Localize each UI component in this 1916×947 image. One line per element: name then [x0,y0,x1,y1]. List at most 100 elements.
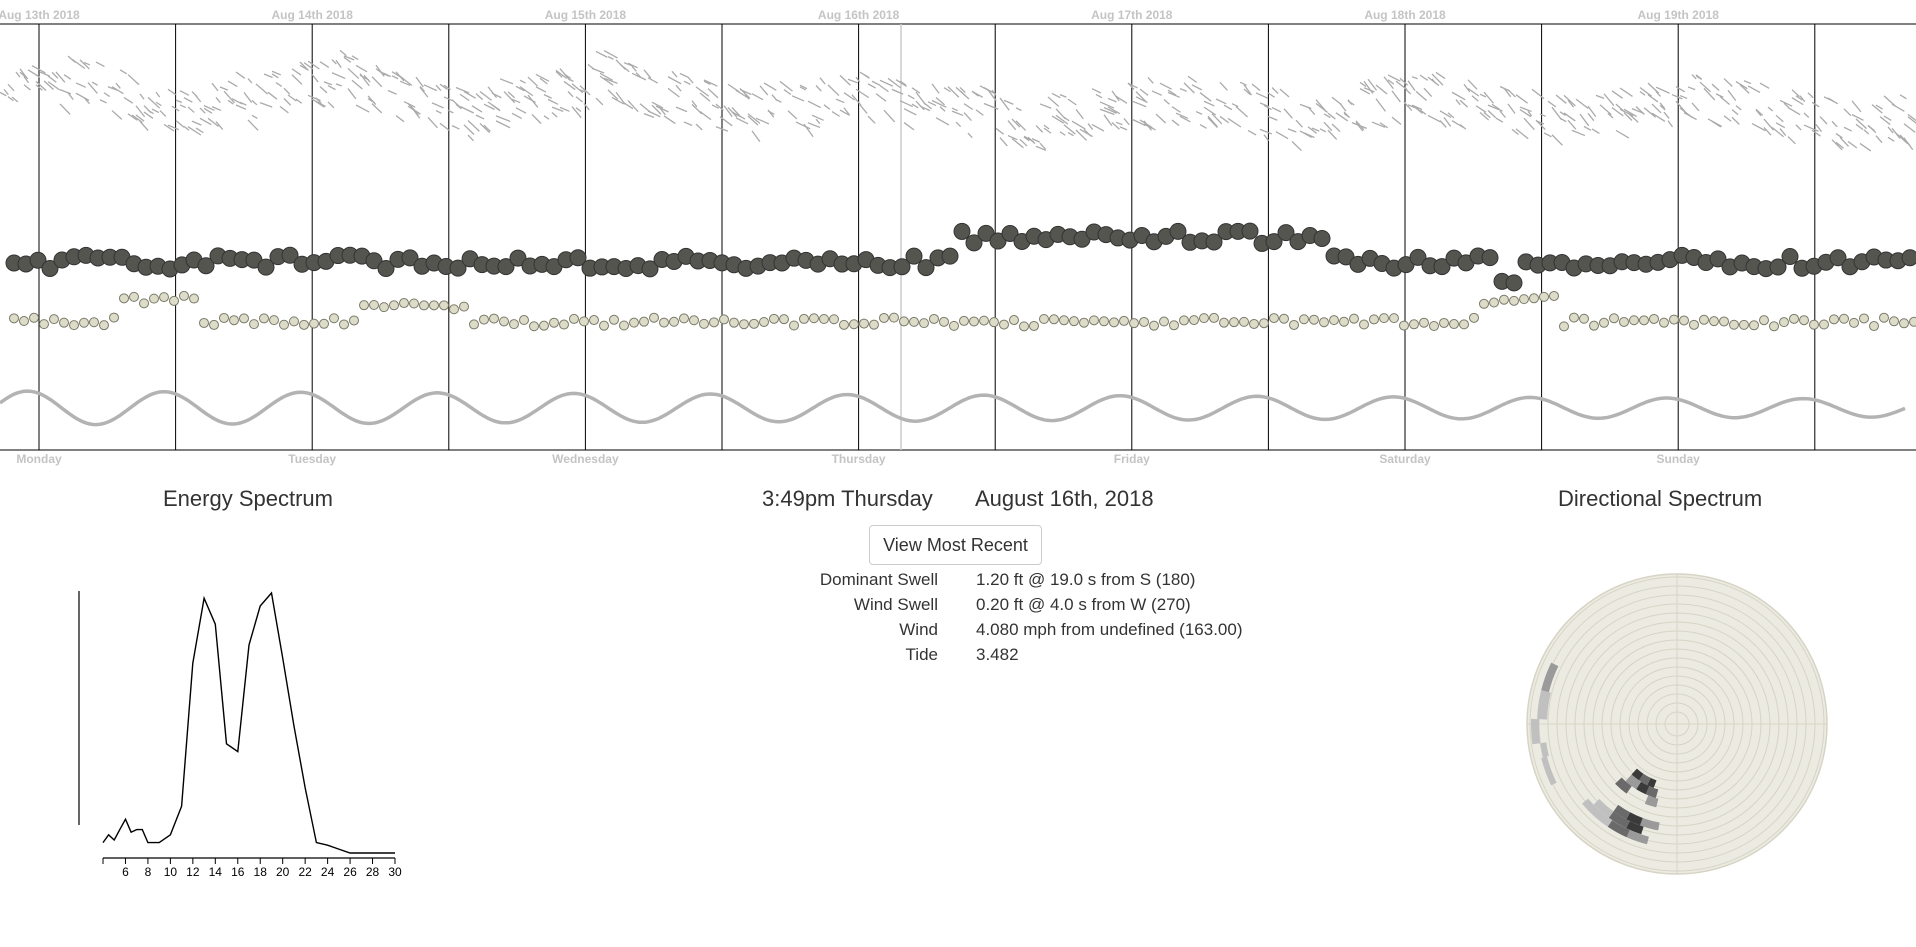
wave-direction-tick [667,87,680,98]
wave-direction-tick [319,61,330,68]
wind-swell-dot [1279,313,1289,324]
wind-swell-dot [1549,290,1559,301]
wave-direction-tick [1243,84,1253,96]
wind-swell-dot [1239,316,1249,327]
wave-direction-tick [879,85,889,93]
directional-bin [1640,818,1660,831]
wind-swell-dot [579,316,589,327]
wave-direction-tick [7,83,15,92]
wave-direction-tick [1747,85,1761,94]
dominant-swell-dot [641,260,659,278]
wind-swell-dot [1719,316,1729,327]
wave-direction-tick [1379,122,1388,129]
timeline-day-label: Wednesday [552,452,619,466]
wave-direction-tick [247,119,259,131]
wind-swell-dot [969,316,979,327]
wave-direction-tick [1407,80,1416,92]
wave-direction-tick [1839,136,1849,147]
wave-direction-tick [571,83,584,94]
wave-direction-tick [15,71,21,78]
wave-direction-tick [1119,126,1128,131]
wave-direction-tick [971,90,984,98]
wave-direction-tick [1391,116,1402,125]
energy-x-tick-label: 24 [321,865,335,879]
wave-direction-tick [1799,95,1806,103]
wave-direction-tick [1419,74,1429,81]
wind-swell-dot [1829,314,1839,325]
wave-direction-tick [1587,105,1597,118]
directional-bin [1626,812,1643,826]
dominant-swell-dot [1829,249,1847,267]
wind-swell-dot [819,314,829,325]
wave-direction-tick [1471,95,1479,102]
wave-direction-tick [1051,92,1061,99]
wave-direction-tick [843,92,856,101]
view-most-recent-button[interactable]: View Most Recent [869,525,1042,565]
wave-direction-tick [1411,104,1423,111]
wave-direction-tick [991,89,997,96]
wave-direction-tick [1735,81,1748,90]
wave-direction-tick [1139,88,1149,96]
wave-direction-tick [1091,123,1105,132]
wave-direction-tick [183,97,193,103]
wave-direction-tick [775,98,782,103]
wind-swell-dot [1289,319,1299,330]
wave-direction-tick [1663,111,1670,119]
wave-direction-tick [1567,119,1577,130]
wind-swell-dot [469,319,479,330]
wind-swell-dot [89,317,99,328]
wave-direction-tick [871,80,881,87]
wind-swell-dot [929,313,939,324]
wave-direction-tick [1795,124,1802,131]
wave-direction-tick [1311,127,1320,132]
energy-spectrum-title: Energy Spectrum [163,486,333,511]
wave-direction-tick [1259,102,1270,108]
wind-swell-dot [1799,315,1809,326]
wind-swell-dot [259,313,269,324]
wave-direction-tick [651,104,662,115]
wave-direction-tick [1651,112,1666,122]
wave-direction-tick [1875,104,1883,110]
wave-direction-tick [1575,98,1589,110]
wave-direction-tick [295,98,303,104]
wave-direction-tick [1059,131,1066,136]
wind-swell-dot [399,298,409,309]
wave-direction-tick [1035,145,1047,152]
wave-direction-tick [227,99,234,105]
wind-swell-dots [9,290,1916,332]
wave-direction-tick [1415,90,1427,102]
wave-direction-tick [903,108,917,116]
wave-direction-tick [1115,95,1128,104]
wave-direction-tick [527,76,538,87]
wave-direction-tick [859,104,868,114]
wind-swell-dot [629,317,639,328]
wave-direction-tick [1207,117,1218,129]
wind-swell-dot [139,298,149,309]
wave-direction-tick [1847,141,1858,149]
wave-direction-tick [1903,123,1916,133]
wind-swell-dot [1229,317,1239,328]
wave-direction-tick [1567,99,1575,108]
wave-direction-tick [395,115,405,123]
wind-swell-dot [919,318,929,329]
wave-direction-tick [963,112,972,121]
wave-direction-tick [3,88,9,96]
wave-direction-tick [1423,87,1433,97]
wave-direction-tick [1099,101,1115,109]
wave-direction-tick [539,77,548,85]
wave-direction-tick [1659,102,1666,109]
energy-x-tick-label: 8 [145,865,152,879]
wave-direction-tick [83,61,91,66]
wave-direction-tick [1355,122,1364,132]
wave-direction-tick [1503,87,1512,98]
wave-direction-tick [251,99,258,106]
energy-x-tick-label: 6 [122,865,129,879]
wave-direction-tick [1323,121,1333,132]
wave-direction-tick [1415,107,1423,114]
wind-swell-dot [1309,314,1319,325]
wave-direction-tick [1111,90,1120,102]
wave-direction-tick [1231,103,1239,108]
wave-direction-tick [1615,129,1630,139]
wave-direction-tick [23,84,31,91]
forecast-timeline[interactable]: Aug 13th 2018 Aug 14th 2018 Aug 15th 2018 A… [0,0,1916,470]
